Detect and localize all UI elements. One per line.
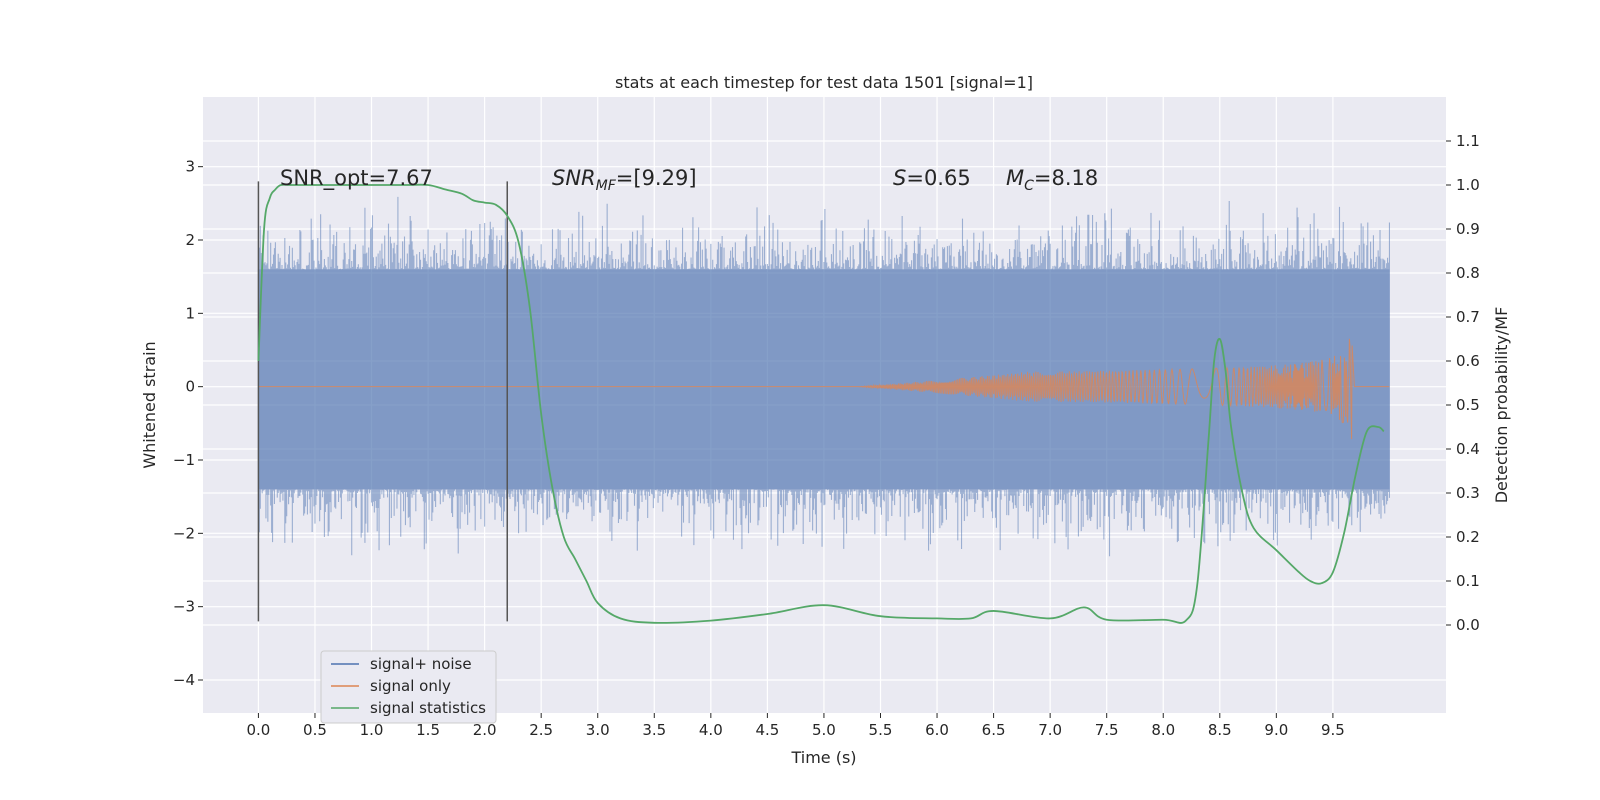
y-tick-right: 0.8 bbox=[1456, 264, 1480, 282]
y-tick-right: 0.6 bbox=[1456, 352, 1480, 370]
x-tick: 8.5 bbox=[1208, 721, 1232, 739]
annotation-mc-base: M bbox=[1006, 166, 1024, 190]
annotation-snr-mf: SNRMF=[9.29] bbox=[552, 166, 697, 194]
x-tick: 6.0 bbox=[925, 721, 949, 739]
y-tick-right: 0.0 bbox=[1456, 616, 1480, 634]
y-tick-left: 0 bbox=[185, 378, 195, 396]
series-band-signal-noise bbox=[258, 269, 1390, 490]
chart-title: stats at each timestep for test data 150… bbox=[615, 73, 1033, 92]
x-tick: 0.0 bbox=[246, 721, 270, 739]
y-axis-label-right: Detection probability/MF bbox=[1492, 307, 1511, 504]
annotation-mc-sub: C bbox=[1024, 178, 1034, 194]
y-tick-left: 2 bbox=[185, 231, 195, 249]
annotation-snr-mf-value: =[9.29] bbox=[616, 166, 697, 190]
x-tick: 4.5 bbox=[755, 721, 779, 739]
y-tick-right: 0.7 bbox=[1456, 308, 1480, 326]
series-line-signal-statistics bbox=[257, 183, 1385, 624]
annotation-snr-mf-sub: MF bbox=[596, 178, 617, 194]
y-tick-right: 0.1 bbox=[1456, 572, 1480, 590]
y-tick-left: −2 bbox=[173, 524, 195, 542]
annotation-s-value: =0.65 bbox=[906, 166, 970, 190]
x-tick: 7.0 bbox=[1038, 721, 1062, 739]
annotation-mc-value: =8.18 bbox=[1034, 166, 1098, 190]
x-tick: 2.0 bbox=[473, 721, 497, 739]
legend: signal+ noise signal only signal statist… bbox=[320, 650, 497, 724]
annotation-s: S=0.65 bbox=[893, 166, 971, 190]
annotation-mc: MC=8.18 bbox=[1006, 166, 1098, 194]
y-tick-right: 0.4 bbox=[1456, 440, 1480, 458]
annotation-s-label: S bbox=[893, 166, 906, 190]
annotation-snr-mf-base: SNR bbox=[552, 166, 596, 190]
y-tick-left: 3 bbox=[185, 158, 195, 176]
x-tick-labels: 0.0 0.5 1.0 1.5 2.0 2.5 3.0 3.5 4.0 4.5 5.0 5.5 6.0 6… bbox=[246, 713, 1345, 739]
y-tick-right: 1.0 bbox=[1456, 176, 1480, 194]
y-tick-left: −4 bbox=[173, 671, 195, 689]
x-tick: 1.5 bbox=[416, 721, 440, 739]
y-tick-left: −3 bbox=[173, 598, 195, 616]
series-signal-statistics bbox=[257, 183, 1385, 624]
x-tick: 3.0 bbox=[586, 721, 610, 739]
y-tick-right: 1.1 bbox=[1456, 132, 1480, 150]
vertical-markers bbox=[257, 181, 508, 622]
y-tick-right: 0.5 bbox=[1456, 396, 1480, 414]
x-tick: 4.0 bbox=[699, 721, 723, 739]
y-tick-labels-left: 3 2 1 0 −1 −2 −3 −4 bbox=[173, 158, 203, 689]
legend-label-noise: signal+ noise bbox=[370, 655, 472, 673]
y-tick-right: 0.3 bbox=[1456, 484, 1480, 502]
y-tick-right: 0.9 bbox=[1456, 220, 1480, 238]
y-tick-left: 1 bbox=[185, 304, 195, 322]
x-tick: 6.5 bbox=[982, 721, 1006, 739]
x-axis-label: Time (s) bbox=[790, 748, 856, 767]
y-tick-labels-right: 1.1 1.0 0.9 0.8 0.7 0.6 0.5 0.4 0.3 0.2 0.1 0.0 bbox=[1446, 132, 1480, 634]
x-tick: 9.5 bbox=[1321, 721, 1345, 739]
y-axis-label-left: Whitened strain bbox=[140, 341, 159, 468]
series-line-signal-only bbox=[258, 338, 1390, 440]
legend-box bbox=[320, 650, 497, 724]
x-tick: 5.0 bbox=[812, 721, 836, 739]
x-tick: 3.5 bbox=[642, 721, 666, 739]
x-tick: 8.0 bbox=[1151, 721, 1175, 739]
x-tick: 0.5 bbox=[303, 721, 327, 739]
x-tick: 1.0 bbox=[360, 721, 384, 739]
legend-label-stats: signal statistics bbox=[370, 699, 486, 717]
x-tick: 7.5 bbox=[1095, 721, 1119, 739]
y-tick-right: 0.2 bbox=[1456, 528, 1480, 546]
series-signal-noise bbox=[257, 196, 1390, 557]
x-tick: 2.5 bbox=[529, 721, 553, 739]
x-tick: 9.0 bbox=[1264, 721, 1288, 739]
legend-label-signal: signal only bbox=[370, 677, 451, 695]
annotation-snr-opt: SNR_opt=7.67 bbox=[280, 166, 433, 191]
x-tick: 5.5 bbox=[869, 721, 893, 739]
series-signal-only bbox=[258, 338, 1390, 440]
y-tick-left: −1 bbox=[173, 451, 195, 469]
